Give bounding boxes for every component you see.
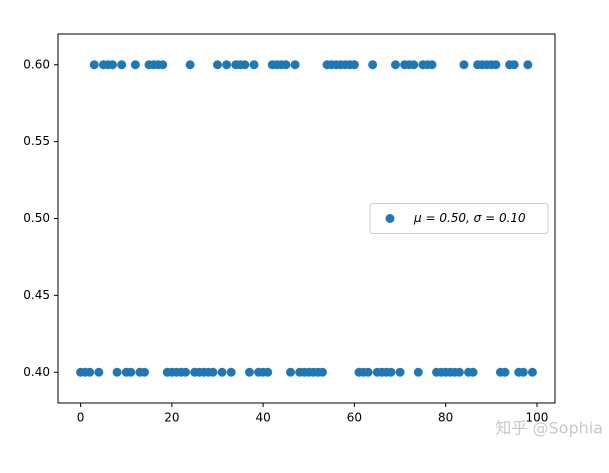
- point: [286, 367, 296, 377]
- point: [240, 60, 250, 70]
- x-tick-label: 60: [347, 411, 362, 425]
- legend-box: [369, 203, 549, 234]
- y-tick-label: 0.60: [23, 57, 50, 71]
- point: [108, 60, 118, 70]
- point: [409, 60, 419, 70]
- point: [317, 367, 327, 377]
- point: [518, 367, 528, 377]
- watermark: 知乎 @Sophia: [495, 419, 603, 438]
- x-tick-label: 0: [77, 411, 85, 425]
- point: [349, 60, 359, 70]
- point: [94, 367, 104, 377]
- x-tick-label: 80: [438, 411, 453, 425]
- legend-marker: [385, 214, 395, 223]
- point: [290, 60, 300, 70]
- point: [158, 60, 168, 70]
- point: [459, 60, 469, 70]
- y-tick-label: 0.50: [23, 211, 50, 225]
- point: [130, 60, 140, 70]
- point: [208, 367, 218, 377]
- y-tick-label: 0.55: [23, 134, 50, 148]
- point: [181, 367, 191, 377]
- point: [112, 367, 122, 377]
- point: [249, 60, 259, 70]
- x-tick-label: 20: [164, 411, 179, 425]
- point: [413, 367, 423, 377]
- point: [89, 60, 99, 70]
- x-tick-label: 40: [256, 411, 271, 425]
- point: [500, 367, 510, 377]
- point: [222, 60, 232, 70]
- x-tick-label: 100: [526, 411, 549, 425]
- point: [185, 60, 195, 70]
- point: [226, 367, 236, 377]
- point: [139, 367, 149, 377]
- point: [390, 60, 400, 70]
- point: [244, 367, 254, 377]
- point: [527, 367, 537, 377]
- point: [468, 367, 478, 377]
- point: [126, 367, 136, 377]
- point: [117, 60, 127, 70]
- point: [281, 60, 291, 70]
- point: [523, 60, 533, 70]
- legend-label: μ = 0.50, σ = 0.10: [413, 211, 526, 225]
- point: [363, 367, 373, 377]
- point: [395, 367, 405, 377]
- point: [263, 367, 273, 377]
- point: [368, 60, 378, 70]
- point: [217, 367, 227, 377]
- point: [85, 367, 95, 377]
- point: [427, 60, 437, 70]
- point: [491, 60, 501, 70]
- y-tick-label: 0.45: [23, 288, 50, 302]
- axes-frame: [57, 33, 556, 404]
- point: [213, 60, 223, 70]
- point: [509, 60, 519, 70]
- point: [454, 367, 464, 377]
- point: [386, 367, 396, 377]
- y-tick-label: 0.40: [23, 365, 50, 379]
